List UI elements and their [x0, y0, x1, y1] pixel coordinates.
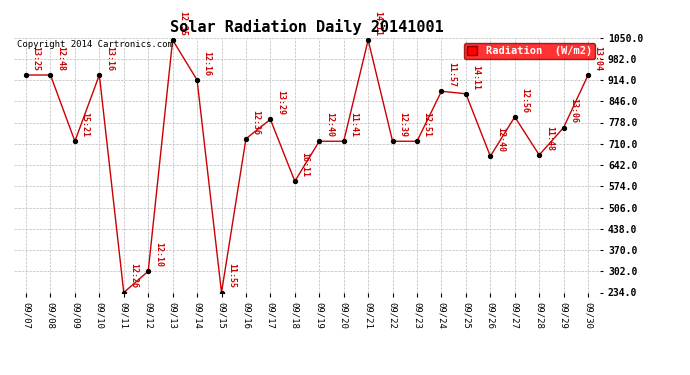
Text: 12:51: 12:51 — [422, 112, 431, 137]
Point — [143, 268, 154, 274]
Text: 12:56: 12:56 — [520, 88, 529, 113]
Title: Solar Radiation Daily 20141001: Solar Radiation Daily 20141001 — [170, 19, 444, 35]
Point — [411, 138, 422, 144]
Text: 13:16: 13:16 — [105, 46, 114, 71]
Text: 11:55: 11:55 — [227, 263, 236, 288]
Point — [21, 72, 32, 78]
Point — [314, 138, 325, 144]
Point — [363, 37, 374, 43]
Point — [240, 136, 251, 142]
Point — [45, 72, 56, 78]
Legend: Radiation  (W/m2): Radiation (W/m2) — [464, 43, 595, 59]
Text: 12:10: 12:10 — [154, 242, 163, 267]
Point — [582, 72, 593, 78]
Text: Copyright 2014 Cartronics.com: Copyright 2014 Cartronics.com — [17, 40, 172, 49]
Point — [216, 290, 227, 296]
Point — [533, 152, 544, 158]
Text: 12:39: 12:39 — [398, 112, 407, 137]
Text: 13:06: 13:06 — [569, 98, 578, 123]
Text: 12:26: 12:26 — [129, 263, 138, 288]
Point — [265, 116, 276, 122]
Text: 11:48: 11:48 — [545, 126, 554, 151]
Point — [460, 91, 471, 97]
Text: 13:25: 13:25 — [32, 46, 41, 71]
Point — [436, 88, 447, 94]
Text: 12:16: 12:16 — [203, 51, 212, 76]
Text: 12:40: 12:40 — [496, 127, 505, 152]
Point — [558, 124, 569, 130]
Text: 13:29: 13:29 — [276, 90, 285, 115]
Text: 14:11: 14:11 — [471, 64, 480, 90]
Text: 12:35: 12:35 — [178, 11, 187, 36]
Point — [70, 138, 81, 144]
Text: 11:57: 11:57 — [447, 62, 456, 87]
Text: 12:36: 12:36 — [252, 110, 261, 135]
Text: 12:48: 12:48 — [56, 46, 65, 71]
Text: 13:04: 13:04 — [593, 46, 602, 71]
Text: 16:11: 16:11 — [300, 152, 309, 177]
Text: 15:21: 15:21 — [81, 112, 90, 137]
Point — [338, 138, 349, 144]
Point — [485, 153, 496, 159]
Point — [167, 37, 178, 43]
Point — [94, 72, 105, 78]
Point — [118, 290, 129, 296]
Text: 11:41: 11:41 — [349, 112, 358, 137]
Text: 12:40: 12:40 — [325, 112, 334, 137]
Point — [509, 114, 520, 120]
Point — [192, 77, 203, 83]
Point — [387, 138, 398, 144]
Point — [289, 178, 300, 184]
Text: 14:11: 14:11 — [374, 11, 383, 36]
